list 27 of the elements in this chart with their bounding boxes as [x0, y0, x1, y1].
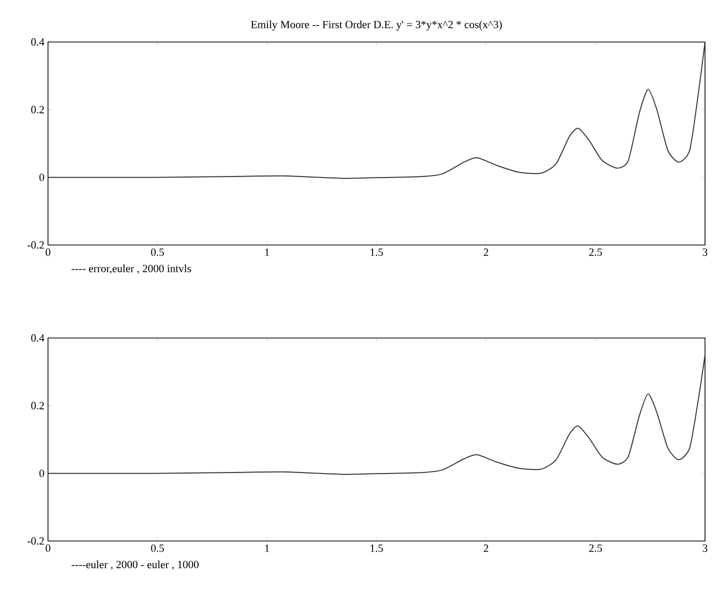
x-tick-label: 3	[702, 248, 708, 256]
x-tick-label: 2.5	[589, 544, 602, 552]
line-series	[48, 42, 706, 179]
y-tick-label: 0	[39, 174, 44, 182]
x-tick-label: 2.5	[589, 248, 602, 256]
x-tick-label: 1	[265, 544, 270, 552]
line-series	[48, 354, 706, 475]
x-tick-label: 2	[484, 248, 488, 256]
x-tick-label: 1.5	[370, 248, 383, 256]
chart-title: Emily Moore -- First Order D.E. y' = 3*y*x^2 * cos(x^3)	[251, 20, 502, 30]
x-axis-title: ----euler , 2000 - euler , 1000	[72, 560, 199, 570]
y-tick-label: 0.2	[31, 402, 44, 410]
x-tick-label: 0.5	[151, 248, 164, 256]
x-tick-label: 0	[46, 248, 50, 256]
y-tick-label: 0	[39, 470, 44, 478]
y-tick-label: -0.2	[28, 241, 44, 249]
x-tick-label: 1	[265, 248, 270, 256]
y-tick-label: 0.2	[31, 106, 44, 114]
x-tick-label: 0	[46, 544, 50, 552]
y-tick-label: 0.4	[31, 334, 44, 342]
x-tick-label: 1.5	[370, 544, 383, 552]
x-axis-title: ---- error,euler , 2000 intvls	[72, 264, 191, 274]
y-tick-label: 0.4	[31, 38, 44, 46]
y-tick-label: -0.2	[28, 537, 44, 545]
x-tick-label: 2	[484, 544, 488, 552]
x-tick-label: 0.5	[151, 544, 164, 552]
x-tick-label: 3	[702, 544, 708, 552]
